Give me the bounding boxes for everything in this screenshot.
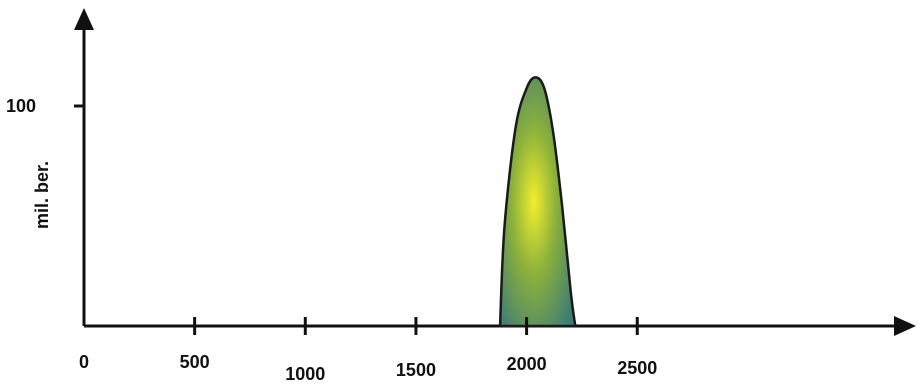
- x-axis-arrow-icon: [894, 316, 916, 336]
- series-area-0: [498, 76, 577, 328]
- x-ticks: 0 500 1000 1500 2000 2500: [79, 317, 657, 384]
- y-axis-arrow-icon: [74, 8, 94, 30]
- y-tick-label: 100: [6, 96, 36, 116]
- chart-marks: [498, 76, 577, 328]
- y-axis-label: mil. ber.: [32, 161, 52, 229]
- x-tick-label: 0: [79, 352, 89, 372]
- x-tick-label: 2500: [617, 358, 657, 378]
- x-tick-label: 2000: [507, 354, 547, 374]
- x-tick-label: 500: [180, 352, 210, 372]
- x-tick-label: 1500: [396, 360, 436, 380]
- x-tick-label: 1000: [285, 364, 325, 384]
- y-ticks: 100: [6, 96, 84, 116]
